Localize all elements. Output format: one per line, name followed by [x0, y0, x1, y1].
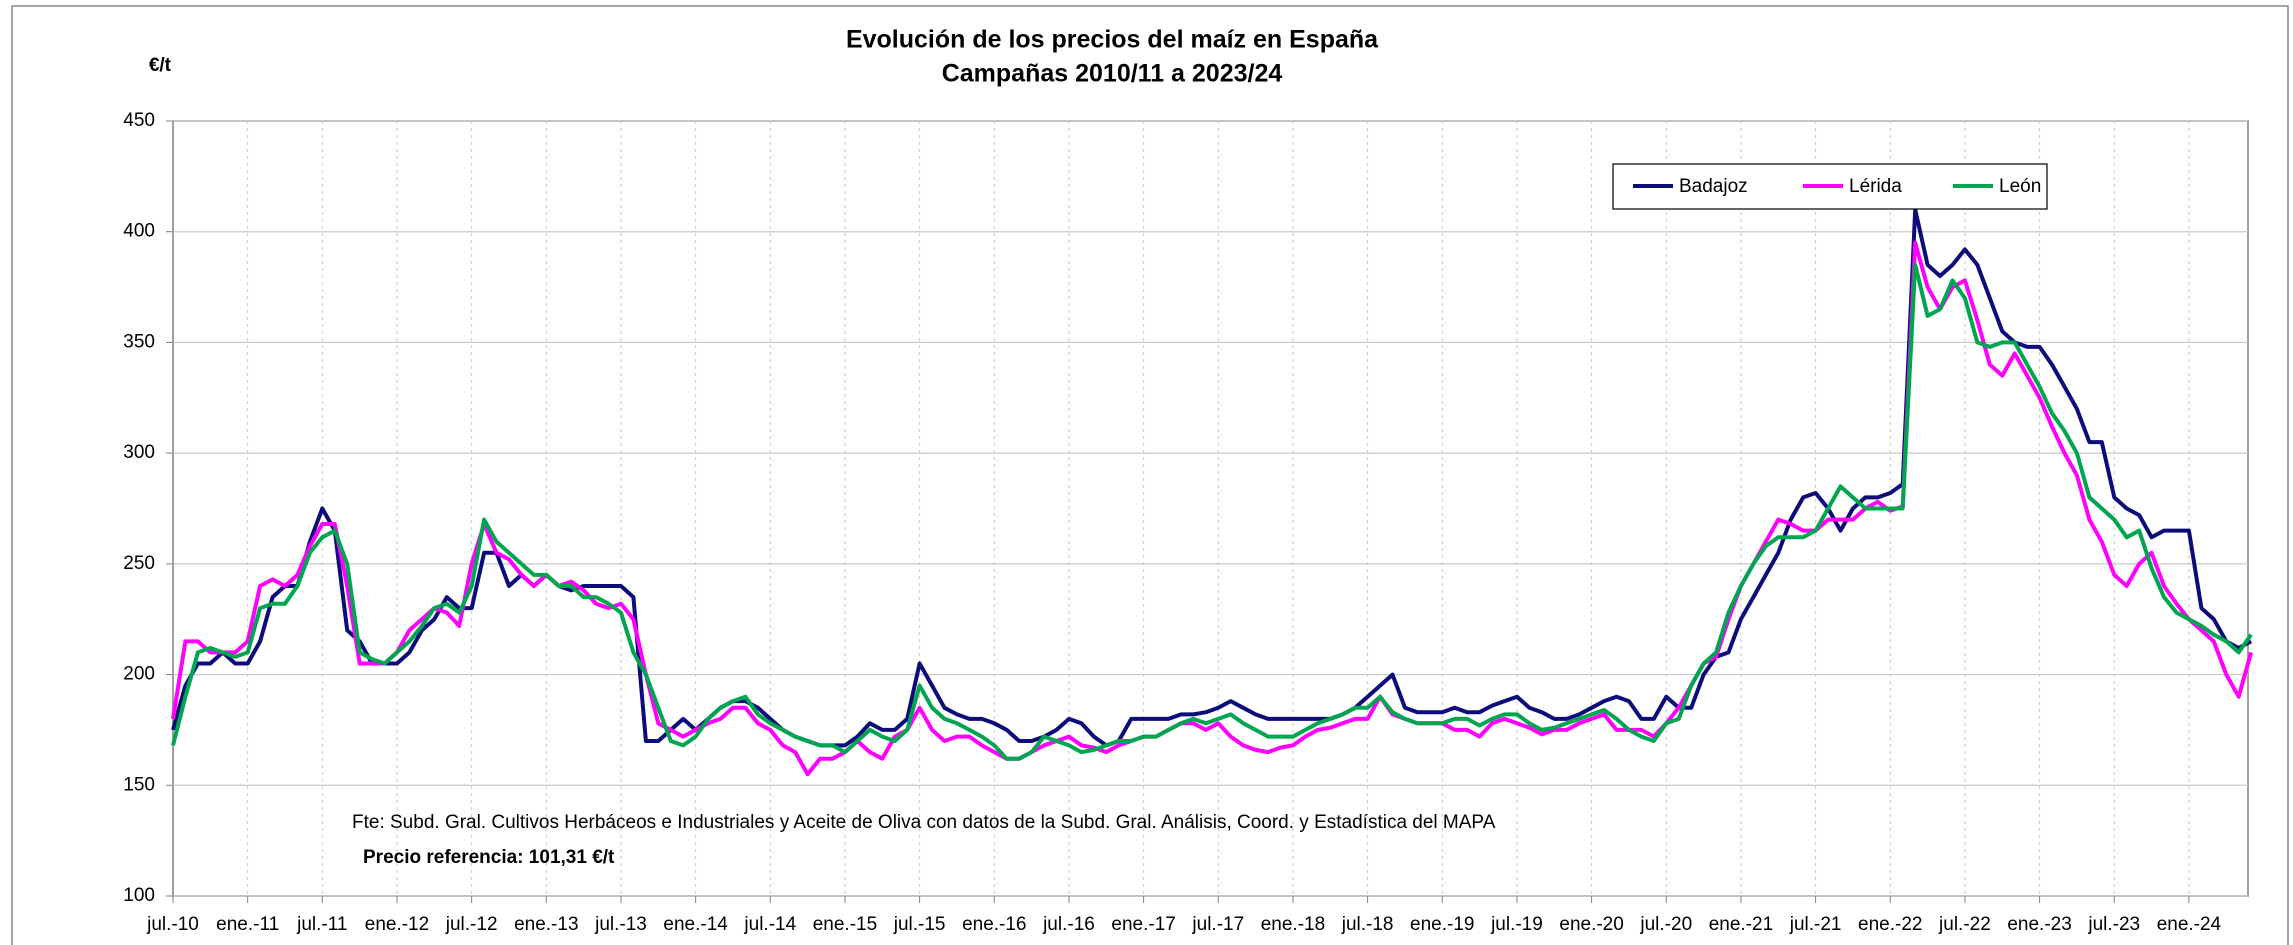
- x-tick-label: ene.-22: [1858, 914, 1922, 935]
- x-tick-label: jul.-23: [2087, 914, 2140, 935]
- x-tick-label: jul.-14: [743, 914, 796, 935]
- y-tick-label: 300: [123, 442, 155, 463]
- x-tick-label: ene.-16: [962, 914, 1026, 935]
- x-tick-label: jul.-18: [1341, 914, 1394, 935]
- legend-label: Lérida: [1849, 176, 1902, 197]
- x-tick-label: jul.-19: [1490, 914, 1543, 935]
- y-tick-label: 250: [123, 553, 155, 574]
- x-tick-label: jul.-11: [296, 914, 347, 935]
- x-tick-label: jul.-21: [1789, 914, 1842, 935]
- y-tick-label: 400: [123, 221, 155, 242]
- y-tick-label: 450: [123, 110, 155, 131]
- x-tick-label: ene.-18: [1261, 914, 1325, 935]
- x-tick-label: ene.-11: [216, 914, 279, 935]
- legend-label: Badajoz: [1679, 176, 1748, 197]
- y-tick-label: 100: [123, 885, 155, 906]
- line-series: [171, 240, 2254, 777]
- x-tick-label: ene.-17: [1111, 914, 1175, 935]
- x-tick-label: ene.-14: [663, 914, 728, 935]
- legend-label: León: [1999, 176, 2041, 197]
- x-tick-label: ene.-24: [2157, 914, 2222, 935]
- chart-border: [11, 5, 2289, 945]
- x-tick-label: jul.-16: [1042, 914, 1095, 935]
- x-tick-label: ene.-19: [1410, 914, 1474, 935]
- x-tick-label: ene.-20: [1559, 914, 1623, 935]
- reference-note: Precio referencia: 101,31 €/t: [363, 847, 615, 868]
- y-tick-label: 150: [123, 774, 155, 795]
- y-tick-label: 200: [123, 664, 155, 685]
- x-tick-label: jul.-22: [1938, 914, 1991, 935]
- x-tick-label: jul.-13: [594, 914, 647, 935]
- x-tick-label: ene.-15: [813, 914, 877, 935]
- x-tick-label: jul.-17: [1191, 914, 1244, 935]
- x-tick-label: ene.-12: [365, 914, 429, 935]
- x-tick-label: jul.-12: [445, 914, 498, 935]
- x-tick-label: ene.-21: [1709, 914, 1773, 935]
- source-note: Fte: Subd. Gral. Cultivos Herbáceos e In…: [352, 812, 1496, 833]
- y-axis-label: €/t: [149, 55, 172, 76]
- chart-subtitle: Campañas 2010/11 a 2023/24: [942, 60, 1283, 88]
- x-tick-label: jul.-20: [1639, 914, 1692, 935]
- line-series: [171, 207, 2253, 748]
- chart-title: Evolución de los precios del maíz en Esp…: [846, 26, 1379, 54]
- y-tick-label: 350: [123, 331, 155, 352]
- x-tick-label: jul.-15: [893, 914, 946, 935]
- x-tick-label: jul.-10: [146, 914, 199, 935]
- x-tick-label: ene.-23: [2007, 914, 2071, 935]
- x-tick-label: ene.-13: [514, 914, 578, 935]
- line-series: [171, 262, 2253, 761]
- plot-area: [172, 120, 2249, 897]
